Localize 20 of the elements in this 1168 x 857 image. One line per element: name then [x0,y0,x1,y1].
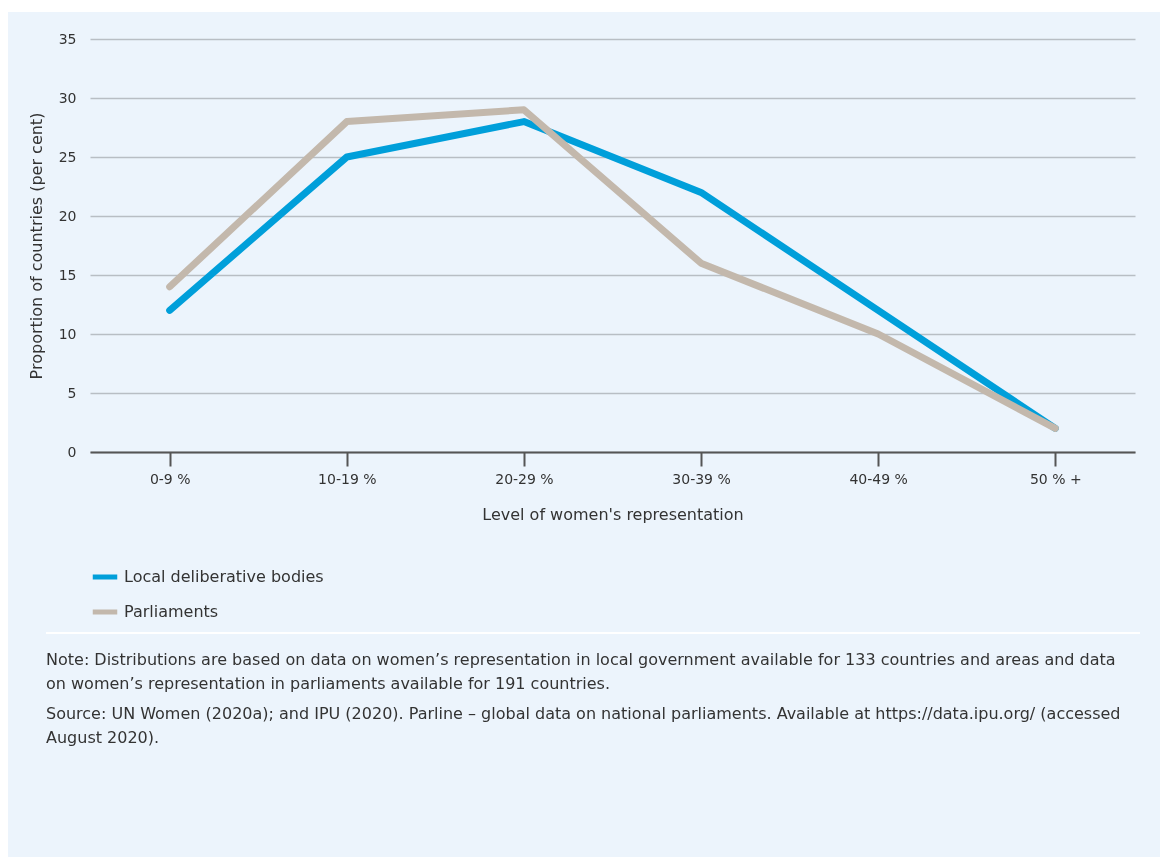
y-tick-label: 25 [58,148,77,165]
x-tick-label: 10-19 % [318,470,377,487]
y-tick-label: 15 [58,266,77,283]
text: Note: Distributions are based on data on women’s representation in local government available for 133 countries and areas and data on women’s representation in parliaments available for 191 countries. [46,649,1117,695]
y-tick-label: 10 [58,325,77,342]
y-tick-label: 35 [58,30,77,47]
y-tick-label: 0 [67,443,77,460]
source-note: Source: UN Women (2020a); and IPU (2020). Parline – global data on national parliaments. Available at https://data.ipu.org/ (accessed August 2020). [46,703,1122,749]
legend-label: Parliaments [124,602,219,621]
y-tick-label: 30 [58,89,77,106]
y-axis-title: Proportion of countries (per cent) [26,112,46,380]
legend-label: Local deliberative bodies [124,567,324,586]
x-axis-title: Level of women's representation [482,504,744,524]
y-tick-label: 5 [67,384,77,401]
x-tick-label: 40-49 % [849,470,908,487]
x-tick-label: 0-9 % [149,470,191,487]
x-tick-label: 30-39 % [672,470,731,487]
x-tick-label: 20-29 % [495,470,554,487]
x-tick-label: 50 % + [1029,470,1082,487]
y-tick-label: 20 [58,207,77,224]
